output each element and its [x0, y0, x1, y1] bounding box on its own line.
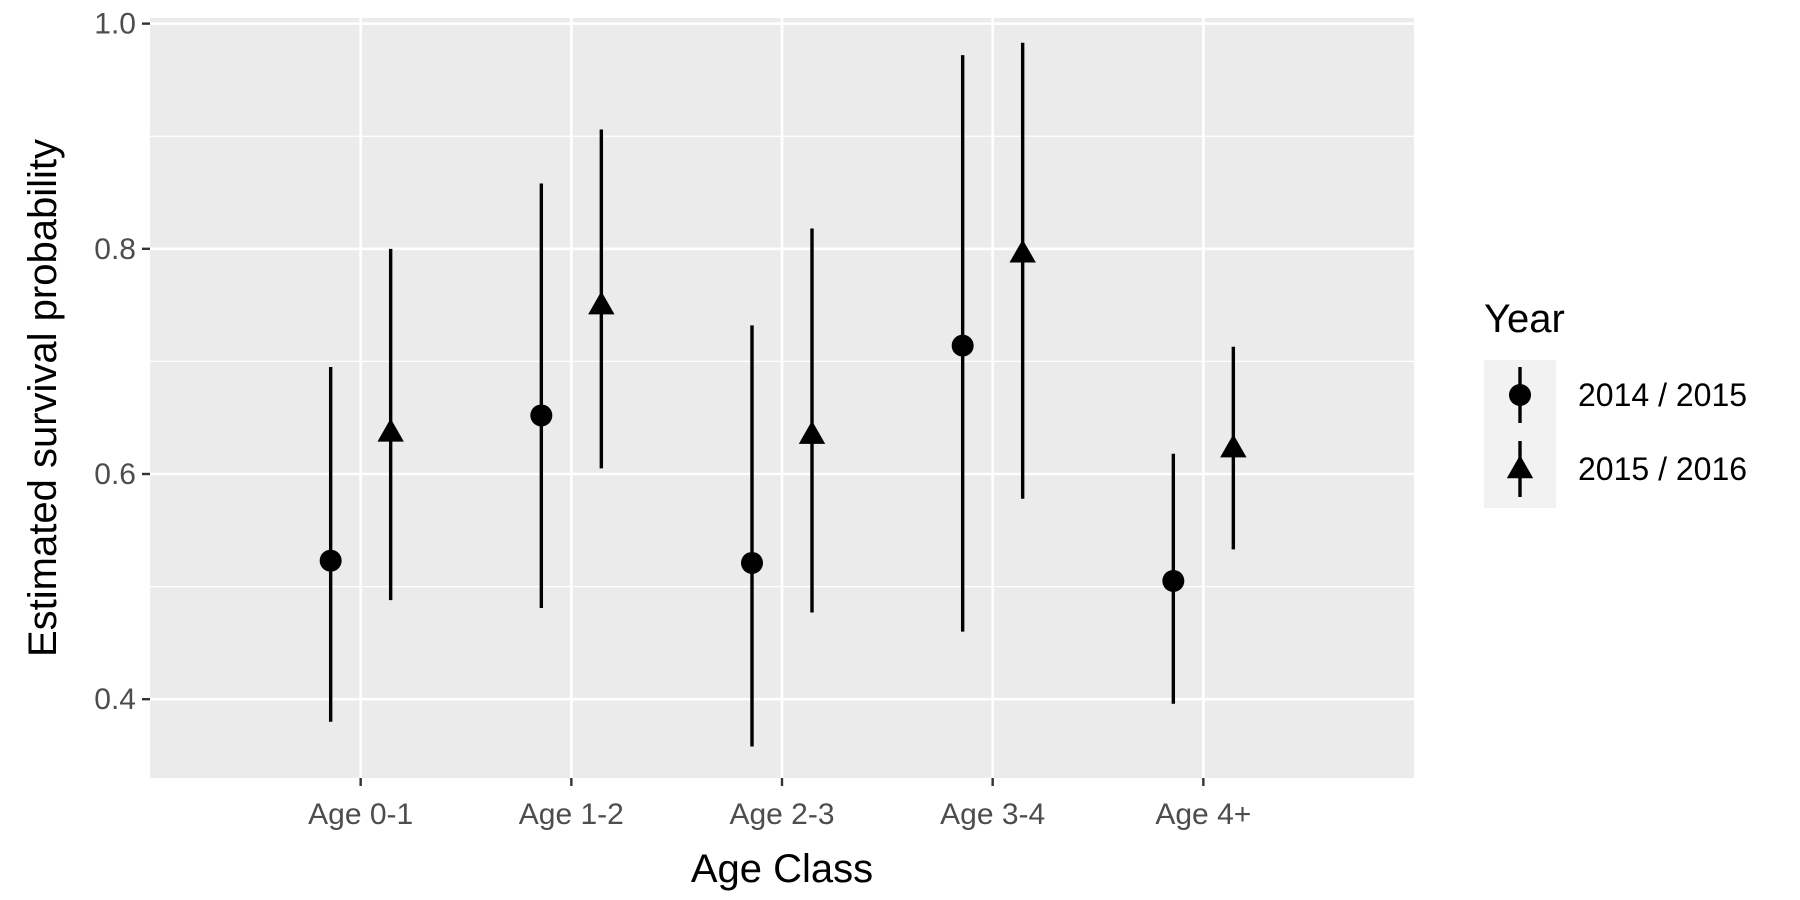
- legend-title: Year: [1484, 297, 1565, 341]
- x-tick-label: Age 2-3: [729, 798, 834, 831]
- y-tick-label: 0.6: [94, 458, 136, 491]
- point-circle: [741, 551, 763, 574]
- legend-key-marker: [1509, 384, 1531, 406]
- x-axis-title: Age Class: [691, 847, 873, 891]
- point-circle: [530, 404, 553, 427]
- legend-label: 2014 / 2015: [1578, 377, 1747, 413]
- point-triangle: [377, 418, 404, 442]
- marks-layer: [319, 42, 1247, 747]
- y-tick-label: 1.0: [94, 8, 136, 41]
- point-triangle: [1009, 239, 1036, 263]
- axis-layer: 0.4 0.6 0.8 1.0 Age 0-1 Age 1-2 Age 2-3 Age 3-4…: [94, 8, 1251, 831]
- y-tick-label: 0.4: [94, 683, 136, 716]
- legend-key-marker: [1506, 455, 1534, 479]
- x-tick-label: Age 4+: [1155, 798, 1251, 831]
- point-circle: [319, 549, 342, 572]
- legend-label: 2015 / 2016: [1578, 451, 1747, 487]
- x-tick-label: Age 3-4: [940, 798, 1045, 831]
- point-circle: [1162, 569, 1185, 592]
- point-triangle: [588, 291, 615, 315]
- x-tick-label: Age 0-1: [308, 798, 413, 831]
- y-tick-label: 0.8: [94, 233, 136, 266]
- x-tick-label: Age 1-2: [519, 798, 624, 831]
- grid-layer: [150, 18, 1414, 778]
- point-triangle: [798, 420, 826, 444]
- point-circle: [951, 334, 974, 357]
- y-axis-title: Estimated survival probability: [21, 139, 65, 657]
- legend: Year 2014 / 2015 2015 / 2016: [1484, 297, 1747, 508]
- point-triangle: [1220, 434, 1247, 458]
